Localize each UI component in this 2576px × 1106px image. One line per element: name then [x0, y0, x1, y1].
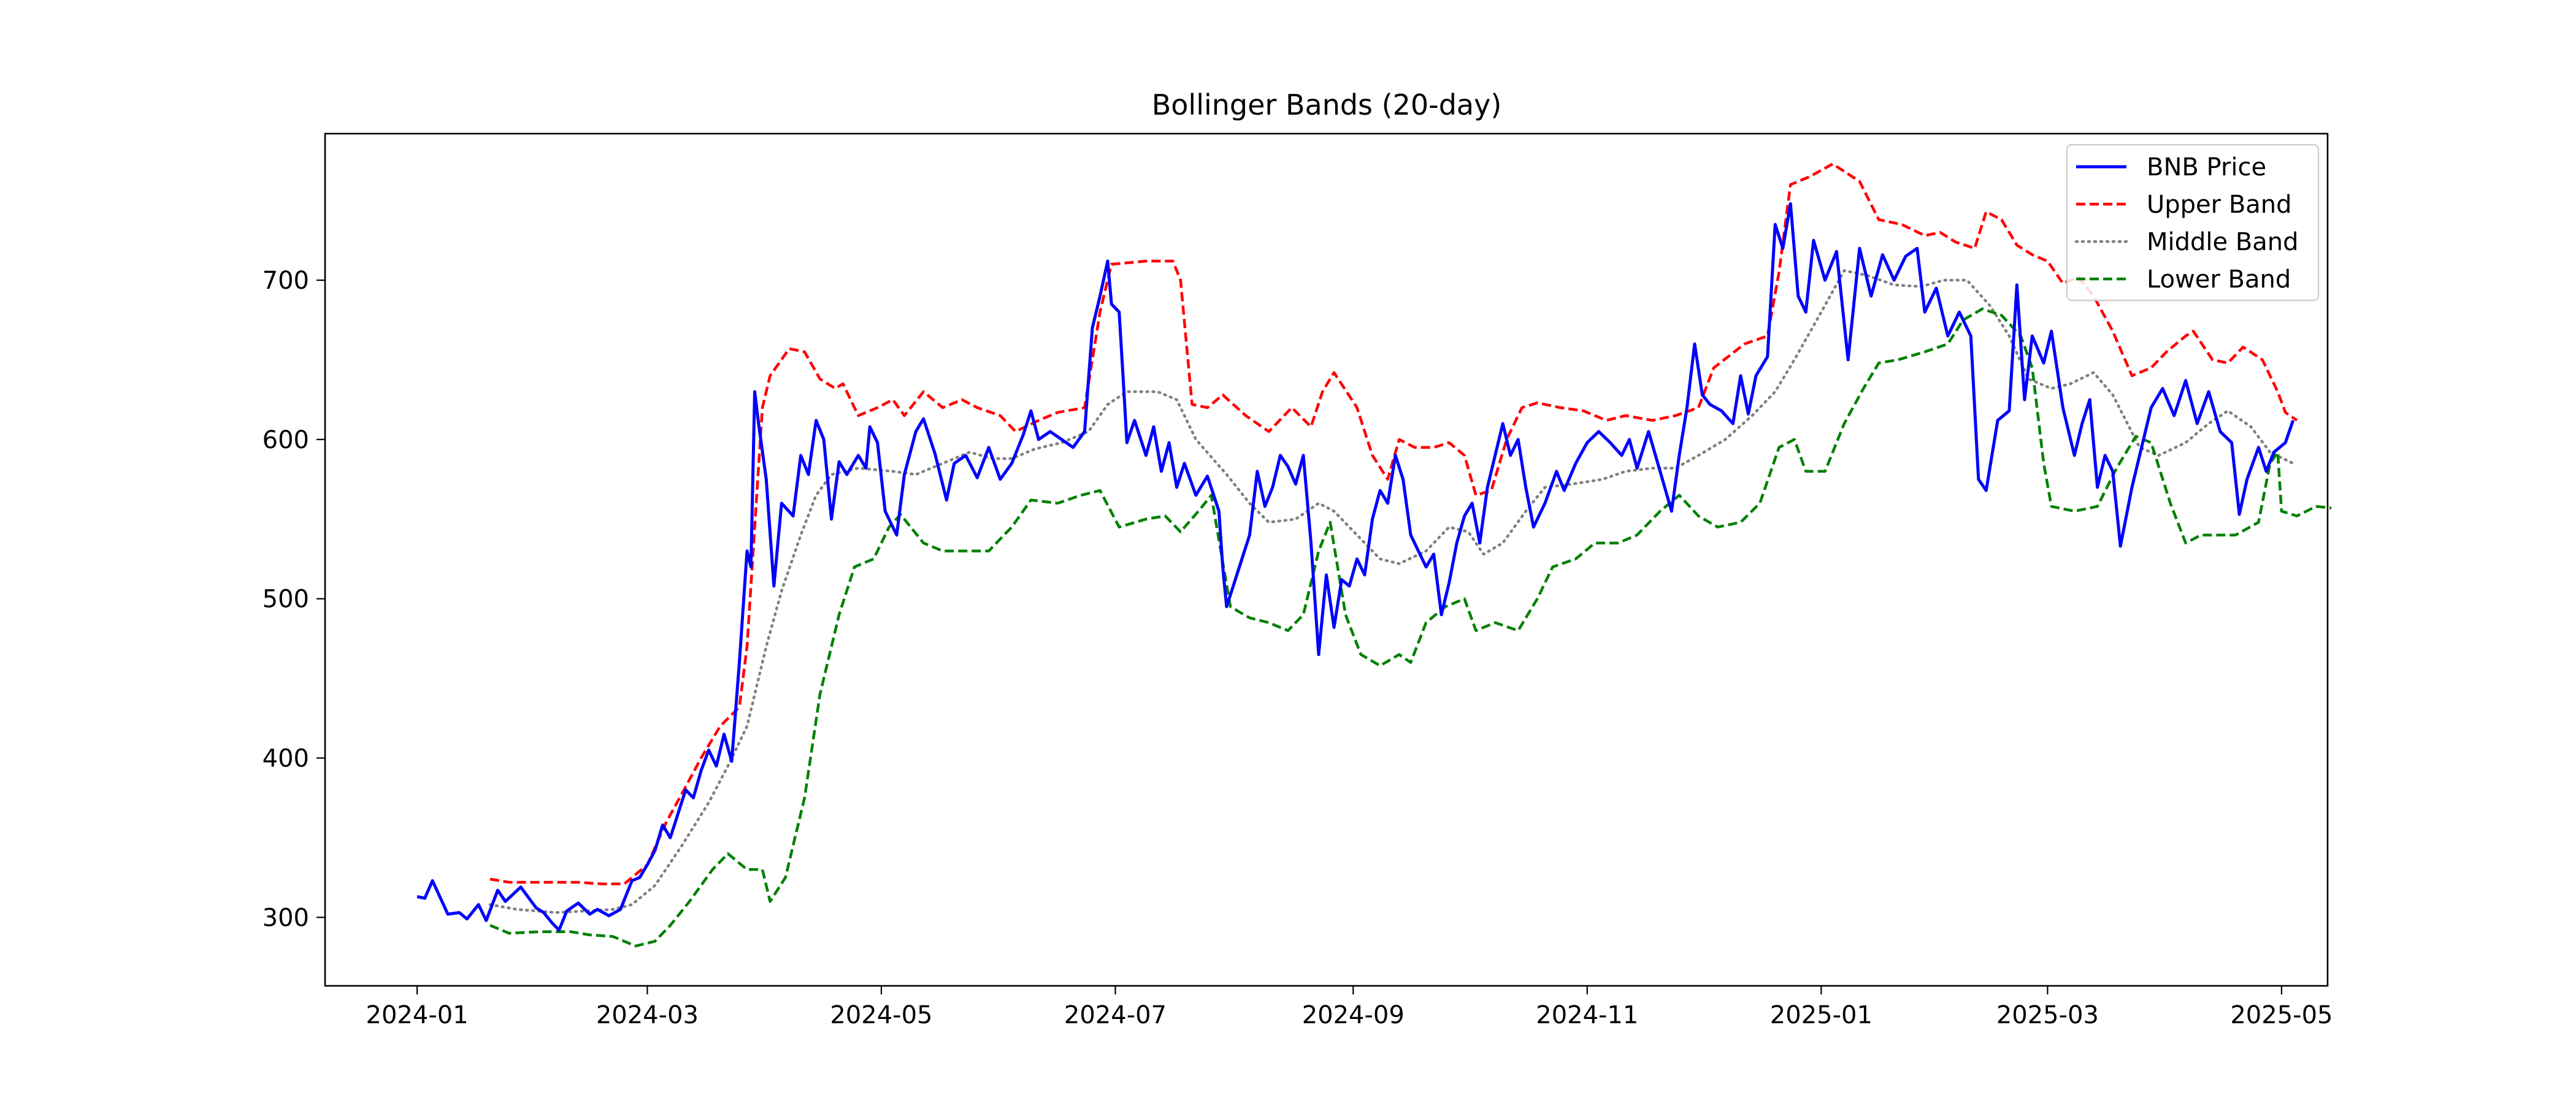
- x-tick-label: 2024-05: [830, 1001, 932, 1029]
- legend: BNB Price Upper Band Middle Band Lower Band: [2066, 143, 2320, 302]
- legend-box: [2066, 143, 2320, 302]
- y-tick-label: 300: [263, 904, 309, 932]
- y-tick-label: 700: [263, 267, 309, 295]
- x-tick-label: 2024-03: [596, 1001, 699, 1029]
- bnb-price-line: [416, 202, 2295, 932]
- x-tick-label: 2024-07: [1064, 1001, 1167, 1029]
- chart-title: Bollinger Bands (20-day): [1152, 88, 1502, 121]
- upper-band-line: [489, 162, 2298, 885]
- plot-frame: [324, 132, 2329, 987]
- legend-label-bnb-price: BNB Price: [2147, 153, 2266, 181]
- y-tick-label: 500: [263, 585, 309, 614]
- legend-label-middle-band: Middle Band: [2147, 228, 2299, 256]
- legend-label-upper-band: Upper Band: [2147, 191, 2292, 219]
- legend-label-lower-band: Lower Band: [2147, 265, 2291, 294]
- plot-series: [416, 162, 2332, 948]
- x-tick-label: 2024-11: [1536, 1001, 1638, 1029]
- x-tick-label: 2025-05: [2230, 1001, 2333, 1029]
- x-tick-label: 2024-01: [366, 1001, 469, 1029]
- x-tick-label: 2025-03: [1996, 1001, 2099, 1029]
- x-tick-label: 2025-01: [1770, 1001, 1873, 1029]
- middle-band-line: [488, 269, 2294, 914]
- x-tick-label: 2024-09: [1302, 1001, 1405, 1029]
- lower-band-line: [489, 307, 2332, 948]
- x-axis: 2024-01 2024-03 2024-05 2024-07 2024-09 2024-…: [366, 986, 2333, 1029]
- y-tick-label: 400: [263, 744, 309, 772]
- y-tick-label: 600: [263, 426, 309, 454]
- y-axis: 300 400 500 600 700: [263, 267, 325, 932]
